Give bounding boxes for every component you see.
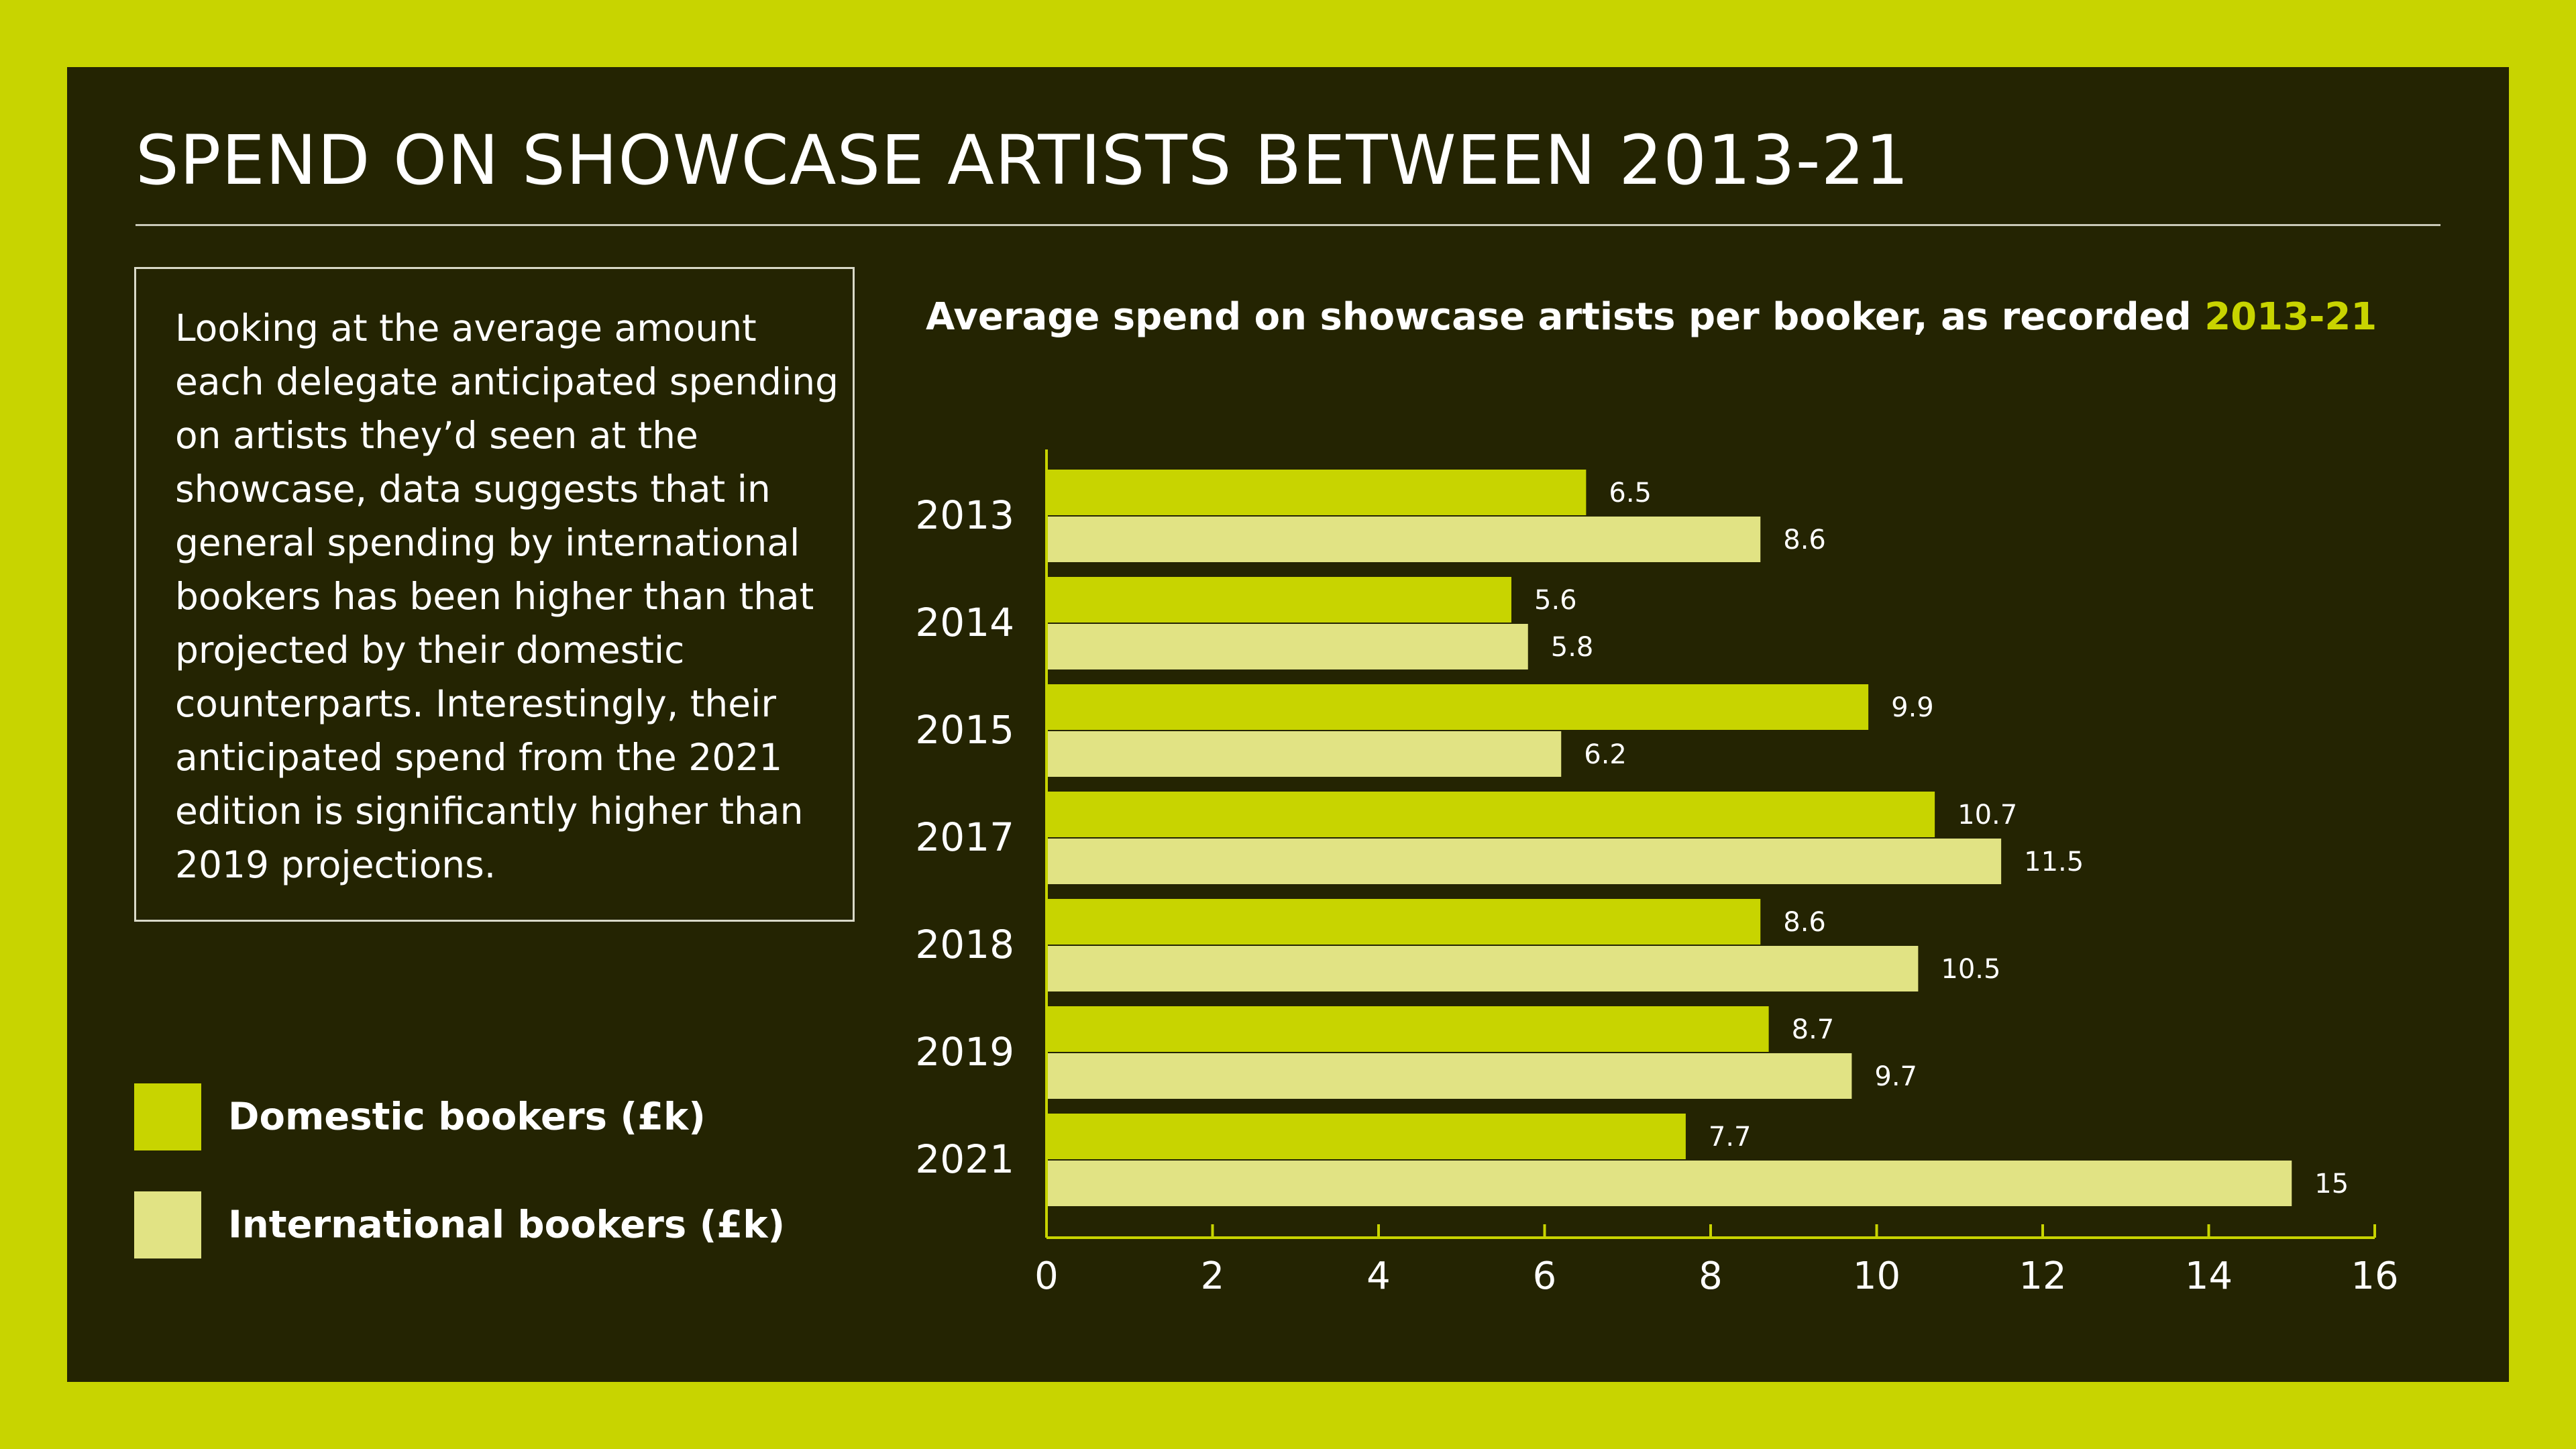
- category-label-2015: 2015: [915, 707, 1014, 753]
- legend-swatch-international: [134, 1191, 201, 1258]
- bar-international-2021: [1046, 1161, 2292, 1206]
- data-label-international-2019: 9.7: [1874, 1061, 1917, 1092]
- bar-domestic-2018: [1046, 899, 1761, 945]
- bar-international-2014: [1046, 624, 1528, 669]
- infographic-panel: SPEND ON SHOWCASE ARTISTS BETWEEN 2013-2…: [67, 67, 2509, 1382]
- bar-international-2017: [1046, 839, 2002, 884]
- category-label-2014: 2014: [915, 600, 1014, 645]
- bar-domestic-2014: [1046, 577, 1511, 623]
- data-label-domestic-2019: 8.7: [1792, 1014, 1835, 1045]
- x-tick-label-4: 4: [1366, 1254, 1391, 1298]
- page-title: SPEND ON SHOWCASE ARTISTS BETWEEN 2013-2…: [136, 121, 1910, 201]
- chart-title: Average spend on showcase artists per bo…: [926, 295, 2377, 339]
- category-label-2017: 2017: [915, 814, 1014, 860]
- data-label-domestic-2014: 5.6: [1534, 585, 1577, 616]
- data-label-domestic-2021: 7.7: [1709, 1122, 1752, 1152]
- data-label-international-2018: 10.5: [1941, 954, 2000, 985]
- x-tick-label-12: 12: [2019, 1254, 2066, 1298]
- legend-label-domestic: Domestic bookers (£k): [228, 1095, 706, 1139]
- data-label-domestic-2013: 6.5: [1609, 478, 1652, 508]
- data-label-international-2017: 11.5: [2024, 847, 2084, 877]
- chart-title-text: Average spend on showcase artists per bo…: [926, 295, 2192, 339]
- x-tick-label-6: 6: [1533, 1254, 1557, 1298]
- bar-international-2013: [1046, 517, 1761, 562]
- x-tick-label-0: 0: [1034, 1254, 1059, 1298]
- category-label-2018: 2018: [915, 922, 1014, 967]
- legend-swatch-domestic: [134, 1083, 201, 1150]
- bar-domestic-2013: [1046, 470, 1587, 515]
- bar-domestic-2019: [1046, 1006, 1769, 1052]
- data-label-domestic-2018: 8.6: [1783, 907, 1826, 938]
- bar-international-2019: [1046, 1053, 1852, 1099]
- bar-domestic-2017: [1046, 792, 1935, 837]
- bar-international-2015: [1046, 731, 1562, 777]
- bar-international-2018: [1046, 946, 1919, 991]
- x-tick-label-10: 10: [1853, 1254, 1900, 1298]
- data-label-international-2015: 6.2: [1584, 739, 1627, 770]
- category-label-2013: 2013: [915, 492, 1014, 538]
- title-divider: [136, 224, 2440, 226]
- x-tick-label-8: 8: [1699, 1254, 1723, 1298]
- data-label-international-2013: 8.6: [1783, 525, 1826, 555]
- chart-title-highlight: 2013-21: [2204, 295, 2377, 339]
- x-tick-label-16: 16: [2351, 1254, 2398, 1298]
- x-tick-label-14: 14: [2185, 1254, 2233, 1298]
- bar-domestic-2021: [1046, 1114, 1686, 1159]
- data-label-domestic-2017: 10.7: [1957, 800, 2017, 830]
- description-text: Looking at the average amount each deleg…: [175, 307, 839, 886]
- x-tick-label-2: 2: [1201, 1254, 1225, 1298]
- category-label-2021: 2021: [915, 1136, 1014, 1182]
- data-label-domestic-2015: 9.9: [1891, 692, 1934, 723]
- category-label-2019: 2019: [915, 1029, 1014, 1075]
- data-label-international-2021: 15: [2314, 1169, 2349, 1199]
- data-label-international-2014: 5.8: [1551, 632, 1594, 663]
- legend-label-international: International bookers (£k): [228, 1203, 786, 1247]
- bar-domestic-2015: [1046, 684, 1869, 730]
- bar-chart: 6.58.620135.65.820149.96.2201510.711.520…: [915, 449, 2399, 1298]
- description-box: Looking at the average amount each deleg…: [134, 267, 855, 922]
